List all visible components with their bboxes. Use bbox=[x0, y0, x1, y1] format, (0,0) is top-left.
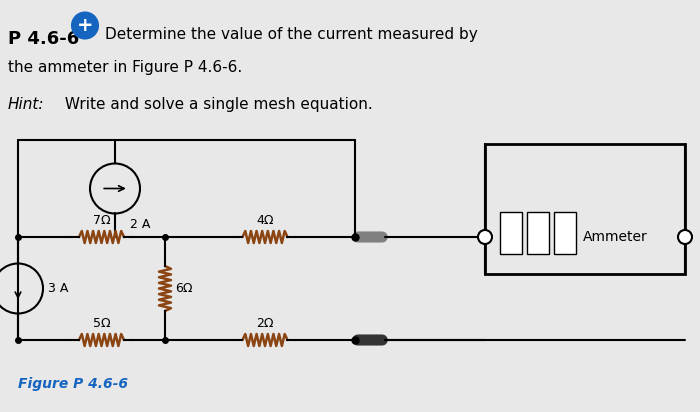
Bar bbox=[554, 212, 576, 254]
Text: Determine the value of the current measured by: Determine the value of the current measu… bbox=[105, 27, 477, 42]
Bar bbox=[527, 212, 549, 254]
Text: 4Ω: 4Ω bbox=[256, 214, 274, 227]
Circle shape bbox=[72, 12, 98, 38]
Text: Hint:: Hint: bbox=[8, 97, 45, 112]
Text: 6Ω: 6Ω bbox=[175, 282, 192, 295]
Text: Figure P 4.6-6: Figure P 4.6-6 bbox=[18, 377, 128, 391]
Circle shape bbox=[678, 230, 692, 244]
Text: Write and solve a single mesh equation.: Write and solve a single mesh equation. bbox=[60, 97, 372, 112]
Bar bbox=[485, 144, 685, 274]
Text: the ammeter in Figure P 4.6-6.: the ammeter in Figure P 4.6-6. bbox=[8, 60, 242, 75]
Text: P 4.6-6: P 4.6-6 bbox=[8, 30, 79, 48]
Text: Ammeter: Ammeter bbox=[582, 230, 648, 244]
Text: +: + bbox=[77, 16, 93, 35]
Circle shape bbox=[478, 230, 492, 244]
Text: 5Ω: 5Ω bbox=[92, 317, 111, 330]
Text: 3 A: 3 A bbox=[48, 282, 69, 295]
Bar bbox=[500, 212, 522, 254]
Text: 2Ω: 2Ω bbox=[256, 317, 274, 330]
Text: 2 A: 2 A bbox=[130, 218, 150, 232]
Text: 7Ω: 7Ω bbox=[92, 214, 111, 227]
